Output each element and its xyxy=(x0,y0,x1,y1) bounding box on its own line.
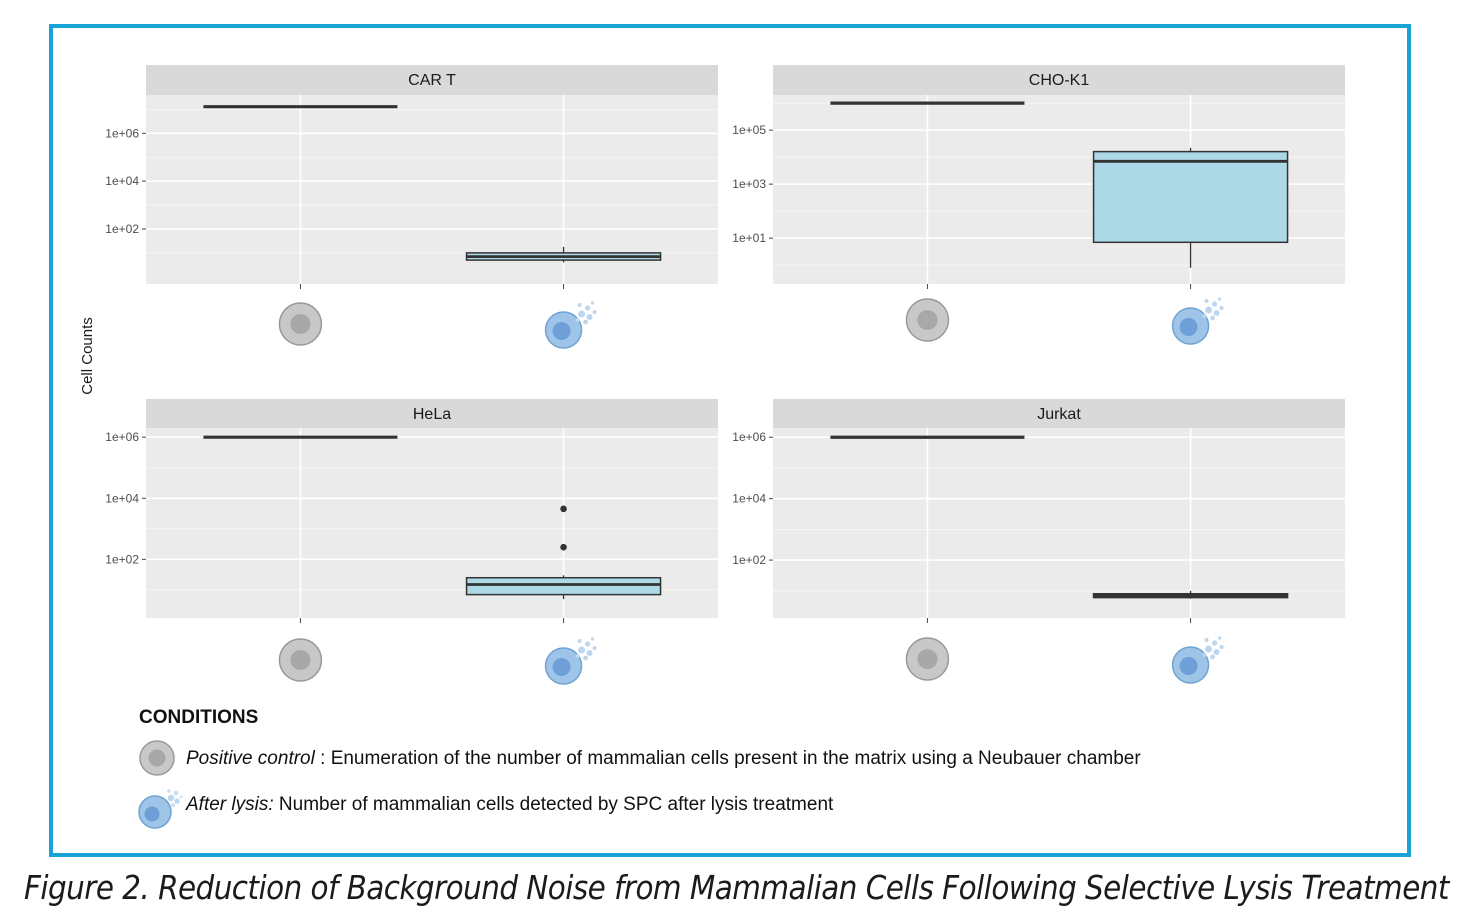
lysed-cell-nucleus xyxy=(1179,657,1198,675)
lysis-debris xyxy=(586,650,593,656)
lysis-debris xyxy=(583,319,588,325)
lysed-cell-nucleus xyxy=(552,322,571,340)
lysis-debris xyxy=(577,639,582,643)
lysed-cell-icon xyxy=(138,789,183,829)
lysis-debris xyxy=(1204,299,1209,303)
panel-title: CAR T xyxy=(408,72,456,89)
lysis-debris xyxy=(1210,315,1215,321)
panel-title: Jurkat xyxy=(1037,406,1081,423)
panel-title: CHO-K1 xyxy=(1029,72,1090,89)
y-tick-label: 1e+03 xyxy=(732,177,766,191)
lysis-debris xyxy=(592,646,597,650)
panel-strip xyxy=(773,65,1345,95)
panel-strip xyxy=(146,65,718,95)
lysis-debris xyxy=(583,655,588,661)
lysed-cell-nucleus xyxy=(552,658,571,676)
lysis-debris xyxy=(578,646,586,654)
panel-strip xyxy=(146,399,718,429)
y-tick-label: 1e+05 xyxy=(732,123,766,137)
legend-name: Positive control xyxy=(186,748,315,769)
grey-cell-nucleus xyxy=(290,650,311,670)
lysis-debris xyxy=(578,310,586,318)
lysis-debris xyxy=(1205,645,1213,653)
outlier-point xyxy=(560,505,567,513)
grey-cell-nucleus xyxy=(917,649,938,669)
y-tick-label: 1e+06 xyxy=(105,126,139,140)
panel-title: HeLa xyxy=(413,406,451,423)
grey-cell-nucleus xyxy=(917,310,938,330)
lysis-debris xyxy=(1217,297,1222,301)
y-axis-label: Cell Counts xyxy=(79,317,96,395)
lysis-debris xyxy=(592,310,597,314)
y-tick-label: 1e+06 xyxy=(732,430,766,444)
y-tick-label: 1e+04 xyxy=(105,174,139,188)
lysis-debris xyxy=(575,654,580,658)
lysis-debris xyxy=(590,637,595,641)
lysis-debris xyxy=(1211,640,1218,646)
panel-strip xyxy=(773,399,1345,429)
legend-description: Enumeration of the number of mammalian c… xyxy=(330,748,1141,769)
lysis-debris xyxy=(1217,636,1222,640)
y-tick-label: 1e+04 xyxy=(732,492,766,506)
y-tick-label: 1e+01 xyxy=(732,231,766,245)
lysis-debris xyxy=(1202,314,1207,318)
lysis-debris xyxy=(584,641,591,647)
lysis-debris xyxy=(1213,649,1220,655)
legend-text-after-lysis: After lysis: Number of mammalian cells d… xyxy=(186,794,833,816)
lysed-cell-nucleus xyxy=(1179,318,1198,336)
grey-cell-icon xyxy=(139,740,175,776)
lysis-debris xyxy=(590,301,595,305)
legend-name: After lysis: xyxy=(186,794,274,815)
lysis-debris xyxy=(584,305,591,311)
grey-cell-nucleus xyxy=(290,314,311,334)
legend-text-positive-control: Positive control : Enumeration of the nu… xyxy=(186,748,1141,770)
lysis-debris xyxy=(575,318,580,322)
legend-separator: : xyxy=(314,748,331,769)
lysis-debris xyxy=(1205,306,1213,314)
legend-title: CONDITIONS xyxy=(139,707,259,728)
figure-caption: Figure 2. Reduction of Background Noise … xyxy=(24,868,1449,907)
outlier-point xyxy=(560,543,567,551)
lysis-debris xyxy=(586,314,593,320)
lysis-debris xyxy=(1219,306,1224,310)
lysis-debris xyxy=(1213,310,1220,316)
y-tick-label: 1e+02 xyxy=(732,553,766,567)
y-tick-label: 1e+02 xyxy=(105,222,139,236)
lysis-debris xyxy=(1202,653,1207,657)
legend-description: Number of mammalian cells detected by SP… xyxy=(278,794,834,815)
panel-background xyxy=(773,428,1345,618)
y-tick-label: 1e+02 xyxy=(105,552,139,566)
lysis-debris xyxy=(1204,638,1209,642)
box-body xyxy=(1092,150,1289,244)
lysis-debris xyxy=(1210,654,1215,660)
lysis-debris xyxy=(1211,301,1218,307)
y-tick-label: 1e+06 xyxy=(105,430,139,444)
lysis-debris xyxy=(577,303,582,307)
y-tick-label: 1e+04 xyxy=(105,491,139,505)
box-body xyxy=(465,576,662,596)
lysis-debris xyxy=(1219,645,1224,649)
